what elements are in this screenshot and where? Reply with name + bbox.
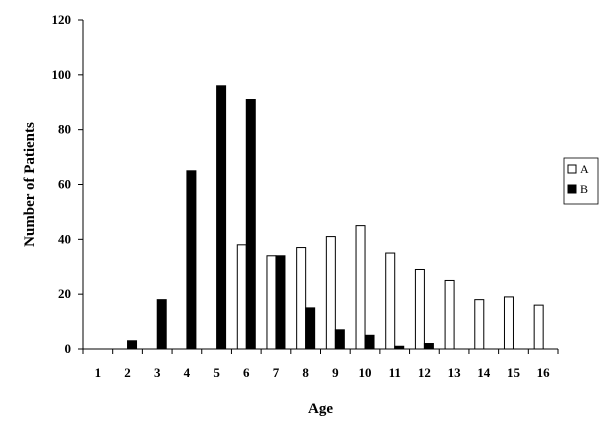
bar-series-a	[266, 255, 277, 350]
bar-series-a	[414, 268, 425, 350]
x-tick-label: 7	[273, 365, 280, 380]
legend-swatch	[567, 164, 577, 174]
legend-label: B	[580, 182, 588, 196]
x-tick-label: 9	[332, 365, 339, 380]
x-tick-label: 10	[359, 365, 372, 380]
y-tick-label: 100	[52, 67, 72, 82]
bar-series-b	[423, 343, 434, 350]
x-tick-label: 15	[507, 365, 521, 380]
bar-series-b	[186, 170, 197, 350]
x-tick-label: 2	[124, 365, 131, 380]
bar-series-b	[245, 99, 256, 350]
y-tick-label: 20	[58, 286, 71, 301]
bar-series-b	[334, 329, 345, 350]
bar-series-b	[127, 340, 138, 350]
x-tick-label: 6	[243, 365, 250, 380]
y-tick-label: 80	[58, 122, 71, 137]
bar-series-a	[503, 296, 514, 350]
bar-series-a	[533, 304, 544, 350]
x-tick-label: 11	[389, 365, 401, 380]
x-tick-label: 13	[448, 365, 462, 380]
bar-series-b	[394, 345, 405, 350]
x-tick-label: 14	[477, 365, 491, 380]
bar-series-b	[156, 299, 167, 350]
x-tick-label: 4	[184, 365, 191, 380]
y-tick-label: 40	[58, 231, 71, 246]
x-tick-label: 16	[537, 365, 551, 380]
legend-swatch	[567, 184, 577, 194]
x-tick-label: 12	[418, 365, 431, 380]
y-tick-label: 0	[65, 341, 72, 356]
bar-series-b	[275, 255, 286, 350]
x-tick-label: 1	[95, 365, 102, 380]
x-tick-label: 8	[302, 365, 309, 380]
bar-series-a	[385, 252, 396, 350]
bar-series-b	[216, 85, 227, 350]
x-axis-title: Age	[308, 401, 333, 417]
y-axis-title: Number of Patients	[22, 122, 38, 247]
bars	[127, 85, 544, 350]
bar-series-b	[364, 334, 375, 350]
bar-series-a	[355, 225, 366, 350]
legend: AB	[563, 157, 599, 205]
legend-label: A	[580, 162, 589, 176]
y-tick-label: 60	[58, 177, 71, 192]
bar-series-a	[325, 236, 336, 350]
axes	[78, 19, 559, 354]
bar-series-a	[444, 279, 455, 350]
x-tick-label: 3	[154, 365, 161, 380]
bar-series-a	[236, 244, 247, 350]
bar-series-a	[474, 299, 485, 350]
x-tick-label: 5	[213, 365, 220, 380]
bar-series-b	[305, 307, 316, 350]
bar-series-a	[296, 247, 307, 350]
y-tick-label: 120	[52, 12, 72, 27]
